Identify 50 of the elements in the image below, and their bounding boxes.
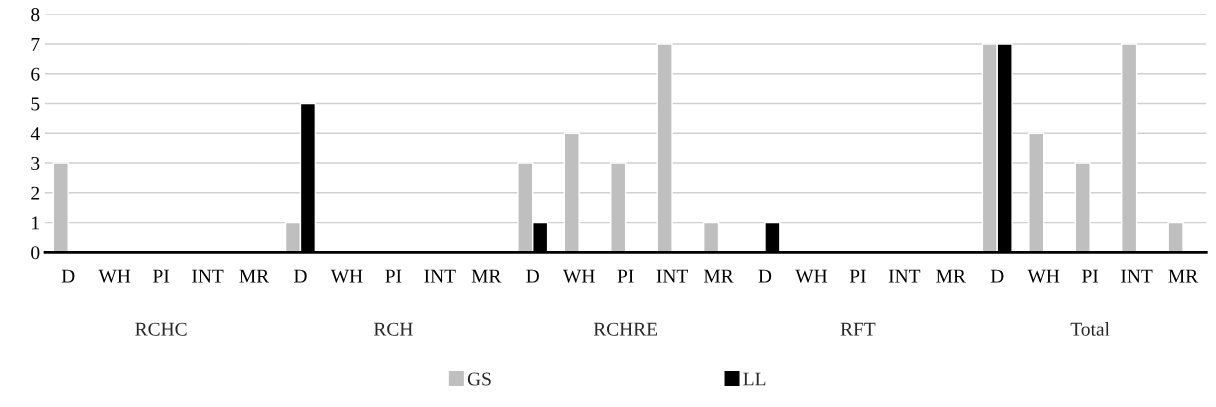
x-tick-label: D <box>758 269 772 283</box>
text: RCH <box>373 322 413 336</box>
bar <box>52 162 69 253</box>
y-tick-label: 2 <box>31 186 40 200</box>
y-tick-label: 8 <box>31 8 40 22</box>
x-tick-label: D <box>294 269 307 283</box>
bar <box>1167 221 1184 253</box>
text: RCHRE <box>593 322 658 336</box>
x-tick-label: WH <box>98 269 131 283</box>
x-tick-label: WH <box>795 269 828 283</box>
text: RCHC <box>135 322 187 336</box>
x-tick-label: MR <box>471 269 502 283</box>
x-tick-label: D <box>990 269 1004 283</box>
bar <box>702 221 720 253</box>
x-tick-label: MR <box>936 269 966 283</box>
x-tick-label: MR <box>1168 269 1199 283</box>
x-tick-label: MR <box>239 269 270 283</box>
x-tick-label: D <box>61 269 75 283</box>
x-tick-label: PI <box>849 269 866 283</box>
x-tick-label: INT <box>888 269 921 283</box>
y-tick-label: 7 <box>31 38 40 51</box>
x-tick-label: PI <box>153 269 170 283</box>
bar <box>1028 132 1045 253</box>
x-tick-label: WH <box>563 269 595 283</box>
y-tick-label: 3 <box>31 156 40 170</box>
text: RFT <box>840 322 876 336</box>
x-tick-label: D <box>526 269 539 283</box>
y-tick-label: 4 <box>30 127 40 141</box>
y-tick-label: 0 <box>31 246 40 260</box>
y-tick-label: 6 <box>31 67 40 81</box>
y-tick-label: 1 <box>32 216 39 230</box>
x-tick-label: WH <box>1027 269 1060 283</box>
bar <box>563 132 580 253</box>
x-tick-label: MR <box>703 269 734 283</box>
x-tick-label: PI <box>617 269 634 283</box>
bar <box>656 43 673 253</box>
x-tick-label: WH <box>330 269 363 283</box>
bar <box>1121 43 1138 253</box>
x-tick-label: INT <box>192 269 224 283</box>
y-tick-label: 5 <box>31 97 40 111</box>
x-tick-label: INT <box>424 269 456 283</box>
legend-label: GS <box>467 372 491 386</box>
x-tick-label: PI <box>385 269 402 283</box>
bar <box>1074 162 1091 253</box>
bar <box>610 162 627 253</box>
text: Total <box>1070 322 1110 336</box>
x-tick-label: INT <box>1121 269 1153 283</box>
x-tick-label: INT <box>656 269 688 283</box>
x-tick-label: PI <box>1082 269 1099 283</box>
legend-label: LL <box>743 372 766 386</box>
